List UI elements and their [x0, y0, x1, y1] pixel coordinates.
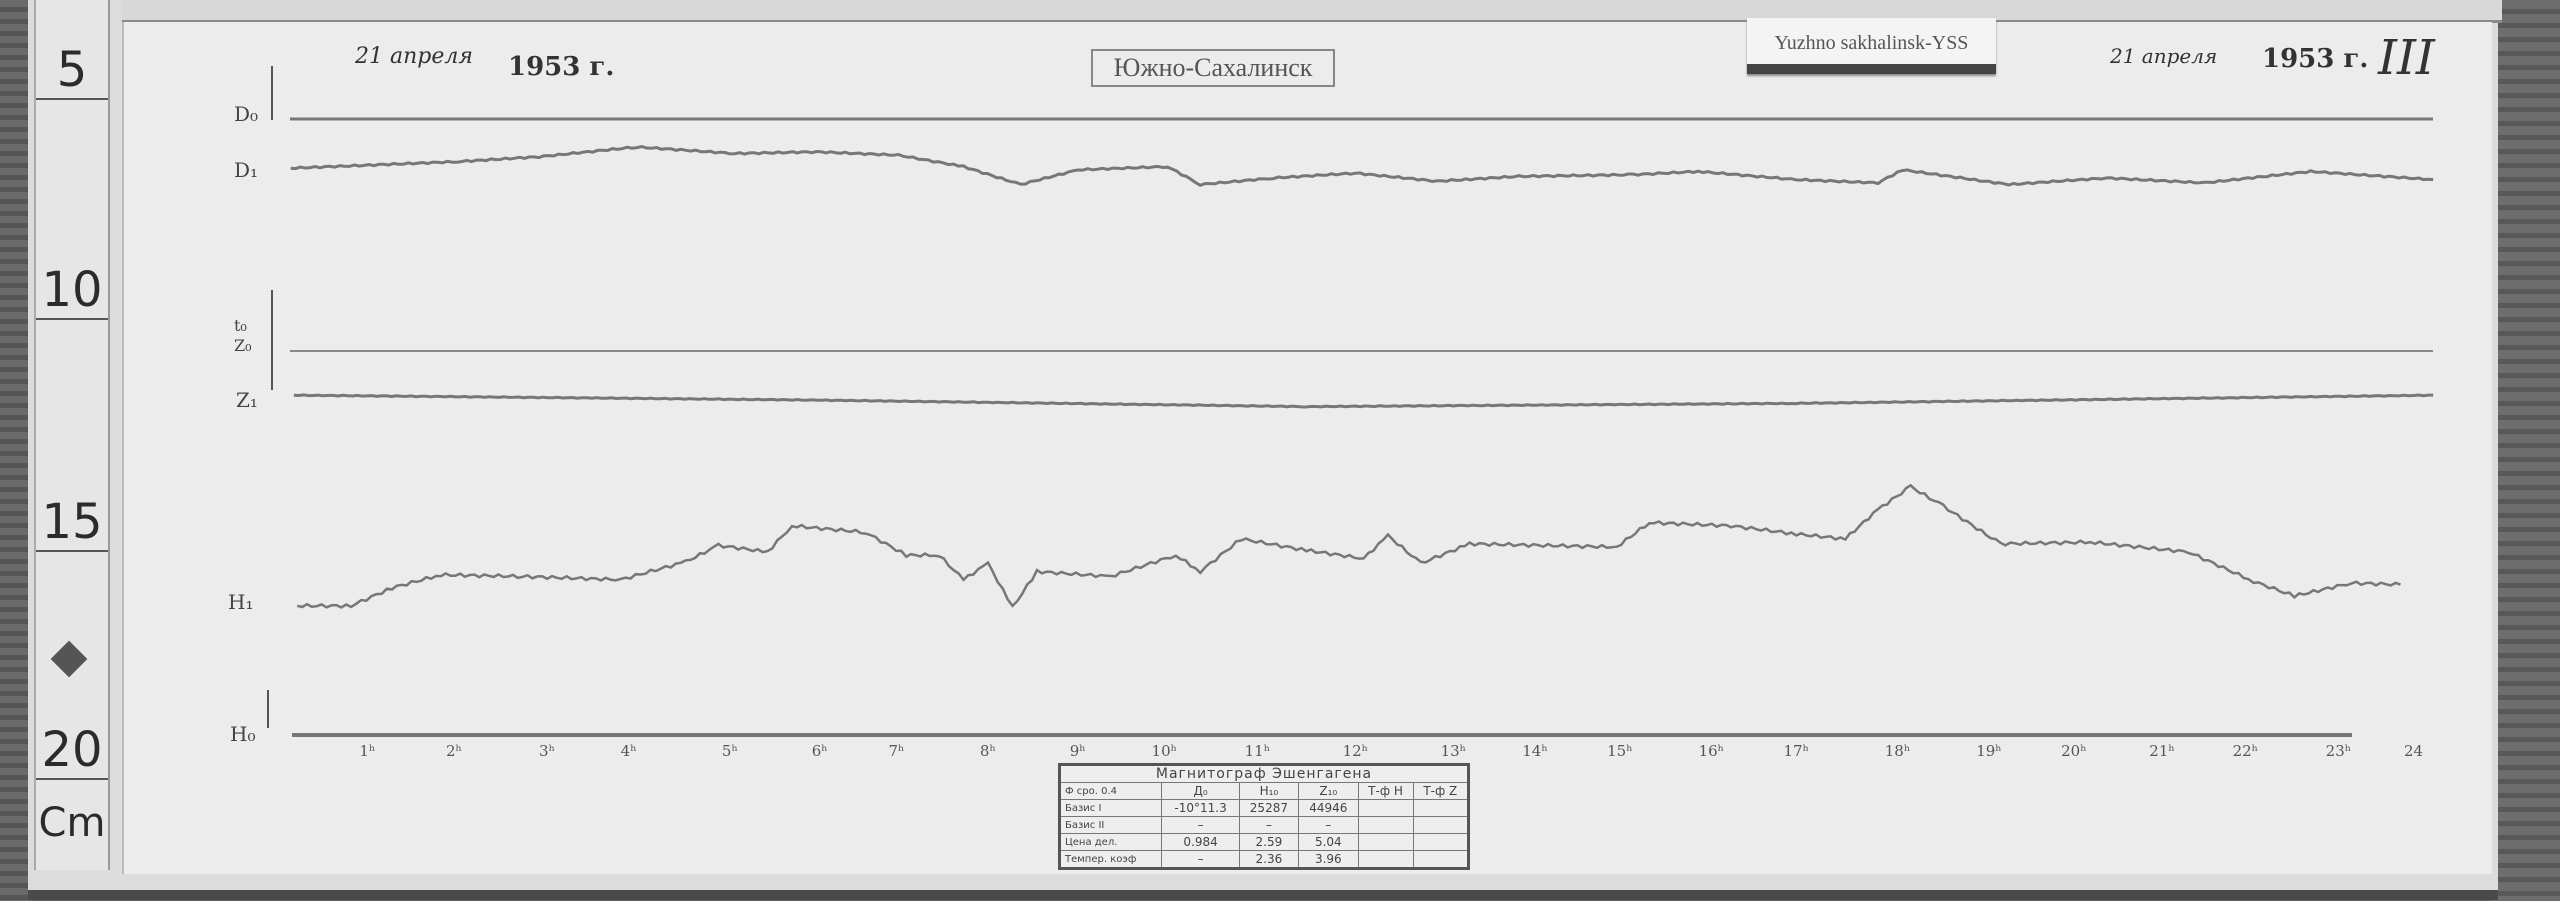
table-cell: 25287: [1238, 799, 1300, 817]
table-cell: –: [1298, 816, 1359, 834]
top-strip: [122, 0, 2502, 23]
hour-label: 24: [2404, 742, 2424, 760]
table-cell: –: [1238, 816, 1300, 834]
station-name: Южно-Сахалинск: [1091, 49, 1335, 87]
table-cell: 44946: [1298, 799, 1359, 817]
header-cell: Ф сро. 0.4: [1058, 782, 1163, 800]
table-cell: –: [1161, 816, 1240, 834]
label-h1: H₁: [228, 590, 254, 614]
table-row: Цена дел. 0.984 2.59 5.04: [1058, 833, 1470, 851]
table-cell: [1412, 816, 1470, 834]
header-cell: Т-ф H: [1357, 782, 1414, 800]
hour-label: 14ʰ: [1522, 742, 1548, 760]
label-z0: Z₀: [234, 336, 252, 355]
table-cell: 5.04: [1298, 833, 1359, 851]
table-cell: [1357, 799, 1414, 817]
hour-label: 5ʰ: [721, 742, 738, 760]
wood-background-right: [2490, 0, 2560, 901]
header-cell: Д₀: [1161, 782, 1240, 800]
magnetogram-paper: [122, 22, 2492, 874]
hour-label: 19ʰ: [1976, 742, 2002, 760]
table-cell: –: [1161, 850, 1240, 869]
hour-label: 23ʰ: [2325, 742, 2352, 760]
label-d0: D₀: [234, 102, 259, 126]
hour-label: 12ʰ: [1342, 742, 1369, 760]
table-cell: [1412, 850, 1470, 869]
label-h0: H₀: [230, 722, 256, 746]
header-cell: H₁₀: [1238, 782, 1300, 800]
hour-label: 22ʰ: [2232, 742, 2259, 760]
ruler-mark: 15: [36, 494, 108, 552]
hour-label: 1ʰ: [359, 742, 376, 760]
hour-label: 17ʰ: [1783, 742, 1810, 760]
year-right: 1953 г.: [2262, 44, 2369, 74]
hour-label: 6ʰ: [811, 742, 828, 760]
label-t0: t₀: [234, 316, 247, 335]
sheet-mark: III: [2378, 30, 2435, 86]
hour-label: 15ʰ: [1607, 742, 1633, 760]
label-d1: D₁: [234, 158, 259, 182]
header-cell: Т-ф Z: [1412, 782, 1470, 800]
trace-horizontal: [296, 483, 2401, 609]
table-row: Базис I -10°11.3 25287 44946: [1058, 799, 1470, 817]
hour-label: 21ʰ: [2149, 742, 2175, 760]
table-cell: Цена дел.: [1058, 833, 1163, 851]
cm-ruler: 5 10 15 20 Cm: [34, 0, 110, 870]
hour-label: 9ʰ: [1069, 742, 1086, 760]
station-tag: Yuzhno sakhalinsk-YSS: [1747, 18, 1996, 74]
table-cell: [1357, 816, 1414, 834]
table-cell: Базис II: [1058, 816, 1163, 834]
hour-label: 8ʰ: [979, 742, 996, 760]
hour-label: 11ʰ: [1244, 742, 1271, 760]
ruler-mark: 5: [36, 42, 108, 100]
table-row: Темпер. коэф –2.36 3.96: [1058, 850, 1470, 869]
ruler-unit: Cm: [38, 800, 106, 846]
table-cell: [1412, 833, 1470, 851]
table-cell: [1412, 799, 1470, 817]
ruler-mark: 10: [36, 262, 108, 320]
trace-declination: [290, 144, 2434, 187]
wood-background-left: [0, 0, 32, 901]
table-cell: Базис I: [1058, 799, 1163, 817]
table-cell: 3.96: [1298, 850, 1359, 869]
table-cell: 2.36: [1238, 850, 1300, 869]
hour-label: 18ʰ: [1884, 742, 1911, 760]
trace-vertical: [293, 393, 2434, 409]
table-cell: [1357, 833, 1414, 851]
date-left: 21 апреля: [355, 44, 473, 69]
table-cell: 2.59: [1238, 833, 1300, 851]
table-cell: 0.984: [1161, 833, 1240, 851]
hour-label: 20ʰ: [2061, 742, 2087, 760]
table-cell: -10°11.3: [1161, 799, 1240, 817]
ruler-mark: 20: [36, 722, 108, 780]
hour-label: 2ʰ: [445, 742, 462, 760]
hour-label: 4ʰ: [620, 742, 637, 760]
header-cell: Z₁₀: [1298, 782, 1359, 800]
hour-label: 13ʰ: [1440, 742, 1467, 760]
instrument-table: Магнитограф Эшенгагена Ф сро. 0.4 Д₀ H₁₀…: [1058, 763, 1470, 870]
table-cell: Темпер. коэф: [1058, 850, 1163, 869]
date-right: 21 апреля: [2110, 44, 2218, 68]
hour-label: 16ʰ: [1698, 742, 1725, 760]
table-row: Базис II – – –: [1058, 816, 1470, 834]
year-left: 1953 г.: [508, 52, 615, 82]
label-z1: Z₁: [236, 388, 258, 412]
table-header: Ф сро. 0.4 Д₀ H₁₀ Z₁₀ Т-ф H Т-ф Z: [1058, 782, 1470, 800]
hour-label: 7ʰ: [888, 742, 905, 760]
hour-label: 3ʰ: [539, 742, 556, 760]
hour-label: 10ʰ: [1151, 742, 1178, 760]
table-cell: [1357, 850, 1414, 869]
table-title: Магнитограф Эшенгагена: [1059, 764, 1469, 783]
